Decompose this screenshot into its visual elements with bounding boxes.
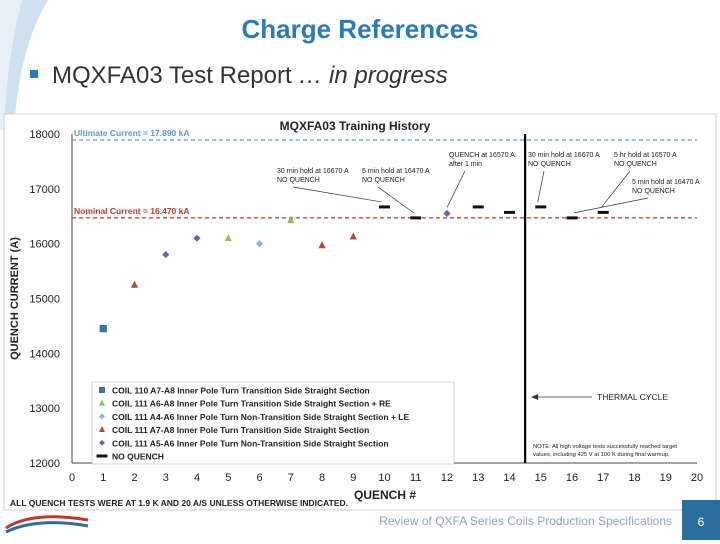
annotation-text: 30 min hold at 16670 A <box>528 152 600 159</box>
data-point <box>504 210 515 214</box>
bottom-note: ALL QUENCH TESTS WERE AT 1.9 K AND 20 A/… <box>10 498 348 508</box>
annotation-text: 5 hr hold at 16570 A <box>614 152 677 159</box>
x-axis-label: QUENCH # <box>354 488 416 502</box>
legend-label: COIL 110 A7-A8 Inner Pole Turn Transitio… <box>112 386 370 396</box>
y-tick-label: 17000 <box>29 184 60 196</box>
legend-box <box>91 381 455 465</box>
y-axis-label: QUENCH CURRENT (A) <box>9 237 21 360</box>
x-tick-label: 17 <box>597 472 609 484</box>
annotation-text: 5 min hold at 16470 A <box>632 179 700 186</box>
x-tick-label: 9 <box>350 472 356 484</box>
x-tick-label: 7 <box>288 472 294 484</box>
training-history-chart: MQXFA03 Training History 12000 13000 14000 1… <box>0 112 720 512</box>
annotation-arrow <box>537 170 545 202</box>
legend-label: COIL 111 A6-A8 Inner Pole Turn Transitio… <box>112 399 391 409</box>
annotation-text: NO QUENCH <box>528 161 571 168</box>
x-tick-label: 16 <box>566 472 578 484</box>
annotation-arrow <box>292 186 382 203</box>
annotation-text: after 1 min <box>449 161 482 168</box>
thermal-cycle-label: THERMAL CYCLE <box>597 392 668 402</box>
chart-svg: MQXFA03 Training History 12000 13000 14000 1… <box>3 113 717 511</box>
x-tick-label: 3 <box>163 472 169 484</box>
legend-label: NO QUENCH <box>112 452 164 462</box>
legend-label: COIL 111 A7-A8 Inner Pole Turn Transitio… <box>112 425 369 435</box>
annotation-text: NO QUENCH <box>277 177 320 184</box>
y-tick-label: 13000 <box>29 403 60 415</box>
x-tick-label: 12 <box>441 472 453 484</box>
data-point <box>566 216 578 220</box>
annotation-arrow <box>600 170 631 208</box>
hl-lhc-aup-logo <box>5 515 89 534</box>
legend-marker <box>99 439 105 446</box>
bullet-square-icon <box>30 69 38 78</box>
x-tick-label: 6 <box>256 472 262 484</box>
x-tick-label: 13 <box>472 472 484 484</box>
x-tick-label: 5 <box>225 472 231 484</box>
y-tick-label: 15000 <box>29 294 60 306</box>
legend-marker <box>99 413 105 420</box>
thermal-cycle-arrowhead <box>531 394 539 400</box>
note-text: values, including 425 V at 100 K during … <box>533 452 670 458</box>
data-point <box>224 233 232 242</box>
x-tick-label: 20 <box>691 472 703 484</box>
legend-marker <box>99 399 105 406</box>
reference-line-label: Ultimate Current = 17.890 kA <box>74 128 190 138</box>
annotation-text: 5 min hold at 16470 A <box>362 168 430 175</box>
data-point <box>379 205 390 209</box>
legend-label: COIL 111 A4-A6 Inner Pole Turn Non-Trans… <box>112 412 409 422</box>
data-point <box>535 205 547 209</box>
bullet-main-text: MQXFA03 Test Report <box>52 62 299 89</box>
legend-marker <box>96 454 108 458</box>
legend-label: COIL 111 A5-A6 Inner Pole Turn Non-Trans… <box>112 438 389 448</box>
y-tick-label: 14000 <box>29 348 60 360</box>
y-tick-label: 12000 <box>29 458 60 470</box>
y-tick-label: 18000 <box>29 129 60 141</box>
note-text: NOTE: All high voltage tests successfull… <box>533 444 677 450</box>
x-tick-label: 0 <box>69 472 75 484</box>
data-point <box>193 234 201 242</box>
y-tick-label: 16000 <box>29 239 60 251</box>
data-point <box>349 232 357 240</box>
data-point <box>318 241 326 249</box>
data-point <box>287 215 295 224</box>
page-number: 6 <box>682 500 720 540</box>
slide-title: Charge References <box>241 14 479 44</box>
x-tick-label: 15 <box>535 472 547 484</box>
reference-line-label: Nominal Current = 16.470 kA <box>74 206 190 216</box>
annotation-text: QUENCH at 16570 A <box>449 152 515 159</box>
data-point <box>597 210 609 214</box>
bullet-text: MQXFA03 Test Report … in progress <box>30 62 448 90</box>
x-tick-label: 4 <box>194 472 200 484</box>
corner-swoosh-decoration <box>0 0 48 130</box>
x-tick-label: 10 <box>378 472 390 484</box>
x-tick-label: 18 <box>628 472 640 484</box>
bullet-italic-text: … in progress <box>298 62 448 89</box>
data-point <box>410 216 422 220</box>
chart-title: MQXFA03 Training History <box>280 119 431 133</box>
annotation-text: NO QUENCH <box>362 177 405 184</box>
annotation-arrow <box>377 186 414 214</box>
data-point <box>99 325 107 333</box>
x-tick-label: 2 <box>131 472 137 484</box>
annotation-arrow <box>446 170 466 208</box>
x-tick-label: 1 <box>100 472 106 484</box>
data-point <box>255 240 264 248</box>
legend-marker <box>99 426 105 432</box>
data-point <box>130 280 139 288</box>
x-tick-label: 8 <box>319 472 325 484</box>
annotation-text: NO QUENCH <box>614 161 657 168</box>
footer-text: Review of QXFA Series Coils Production S… <box>379 514 672 528</box>
annotation-text: 30 min hold at 16670 A <box>277 168 349 175</box>
data-point <box>472 205 484 209</box>
annotation-text: NO QUENCH <box>632 188 675 195</box>
data-point <box>443 209 451 218</box>
x-tick-label: 14 <box>503 472 515 484</box>
legend-marker <box>99 387 105 393</box>
x-tick-label: 19 <box>660 472 672 484</box>
annotation-arrow <box>573 197 649 214</box>
x-tick-label: 11 <box>410 472 421 484</box>
